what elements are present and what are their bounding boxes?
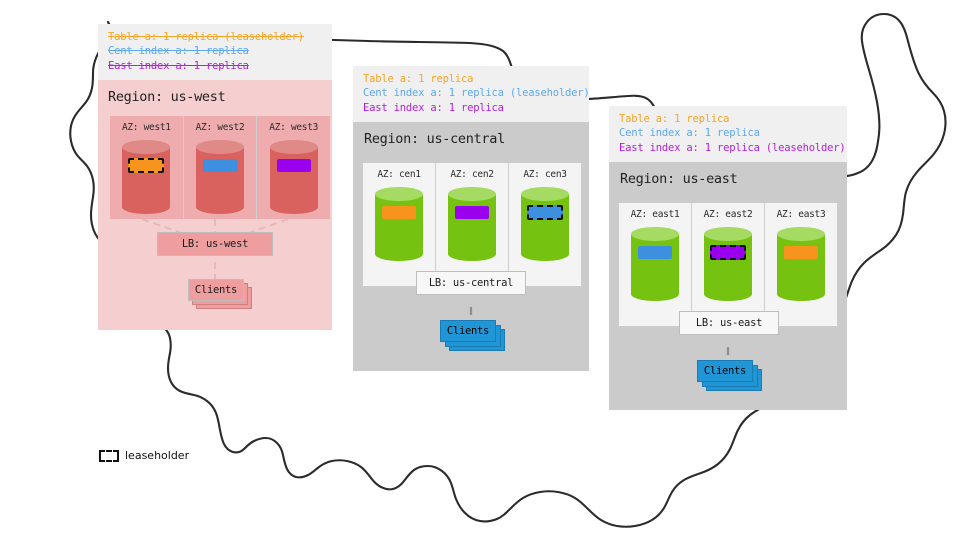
node-cylinder-east1[interactable]	[631, 227, 679, 301]
cylinder-bottom	[448, 247, 496, 261]
legend-line-east-index: East index a: 1 replica	[108, 59, 249, 72]
replica-chip-table-leaseholder[interactable]	[128, 158, 165, 173]
legend-line-east-index: East index a: 1 replica	[363, 101, 504, 114]
node-cylinder-west1[interactable]	[122, 140, 171, 214]
node-cylinder-west3[interactable]	[269, 140, 318, 214]
az-label-east3: AZ: east3	[776, 209, 826, 220]
cylinder-top	[196, 140, 244, 154]
load-balancer-us-west[interactable]: LB: us-west	[157, 232, 273, 256]
replica-chip-cent-index[interactable]	[638, 246, 672, 259]
clients-us-west[interactable]: Clients	[188, 279, 252, 309]
az-label-cen2: AZ: cen2	[450, 169, 494, 180]
az-cell-west3[interactable]: AZ: west3	[256, 116, 330, 219]
cylinder-bottom	[704, 287, 752, 301]
clients-label-us-central[interactable]: Clients	[440, 320, 496, 342]
clients-us-central[interactable]: Clients	[440, 320, 506, 351]
dashed-rect-icon	[99, 449, 119, 462]
legend-line-cent-index: Cent index a: 1 replica	[108, 45, 249, 58]
legend-key-leaseholder: leaseholder	[99, 449, 189, 462]
legend-us-west: Table a: 1 replica (leaseholder) Cent in…	[98, 24, 332, 80]
cylinder-bottom	[521, 247, 569, 261]
legend-line-east-index: East index a: 1 replica (leaseholder)	[619, 141, 846, 154]
az-label-west2: AZ: west2	[195, 122, 245, 133]
az-cell-cen3[interactable]: AZ: cen3	[508, 163, 581, 286]
legend-us-central: Table a: 1 replica Cent index a: 1 repli…	[353, 66, 590, 122]
cylinder-bottom	[375, 247, 423, 261]
legend-line-table: Table a: 1 replica	[619, 113, 730, 125]
cylinder-bottom	[777, 287, 825, 301]
node-cylinder-east2[interactable]	[704, 227, 752, 301]
cylinder-top	[521, 187, 569, 201]
clients-label-us-west[interactable]: Clients	[188, 279, 244, 301]
az-label-west3: AZ: west3	[269, 122, 319, 133]
node-cylinder-cen2[interactable]	[448, 187, 496, 261]
cylinder-top	[777, 227, 825, 241]
az-cell-east2[interactable]: AZ: east2	[691, 203, 764, 326]
legend-line-cent-index: Cent index a: 1 replica (leaseholder)	[363, 87, 590, 100]
az-label-east2: AZ: east2	[703, 209, 753, 220]
az-label-cen1: AZ: cen1	[377, 169, 421, 180]
replica-chip-table[interactable]	[784, 246, 818, 259]
legend-key-label: leaseholder	[125, 449, 190, 462]
replica-chip-cent-index-leaseholder[interactable]	[527, 205, 563, 220]
cylinder-body	[122, 147, 171, 207]
region-title-us-west: Region: us-west	[108, 89, 226, 105]
cylinder-body	[631, 234, 679, 294]
cylinder-top	[448, 187, 496, 201]
az-cell-east3[interactable]: AZ: east3	[764, 203, 837, 326]
cylinder-bottom	[122, 200, 171, 214]
node-cylinder-west2[interactable]	[196, 140, 244, 214]
load-balancer-us-east[interactable]: LB: us-east	[679, 311, 779, 335]
az-label-cen3: AZ: cen3	[523, 169, 567, 180]
node-cylinder-east3[interactable]	[777, 227, 825, 301]
cylinder-bottom	[269, 200, 318, 214]
az-cell-east1[interactable]: AZ: east1	[619, 203, 691, 326]
legend-line-cent-index: Cent index a: 1 replica	[619, 127, 760, 140]
cylinder-body	[196, 147, 244, 207]
cylinder-top	[269, 140, 318, 154]
node-cylinder-cen3[interactable]	[521, 187, 569, 261]
az-group-us-west: AZ: west1 AZ: west2 AZ: west3	[110, 116, 330, 219]
cylinder-body	[704, 234, 752, 294]
az-cell-cen2[interactable]: AZ: cen2	[435, 163, 508, 286]
cylinder-bottom	[631, 287, 679, 301]
az-label-west1: AZ: west1	[121, 122, 171, 133]
load-balancer-us-central[interactable]: LB: us-central	[416, 271, 526, 295]
legend-line-table: Table a: 1 replica (leaseholder)	[108, 31, 304, 43]
az-group-us-central: AZ: cen1 AZ: cen2 AZ: cen3	[363, 163, 581, 286]
cylinder-top	[704, 227, 752, 241]
clients-us-east[interactable]: Clients	[697, 360, 763, 391]
replica-chip-east-index[interactable]	[276, 159, 311, 172]
node-cylinder-cen1[interactable]	[375, 187, 423, 261]
replica-chip-east-index-leaseholder[interactable]	[710, 245, 746, 260]
region-title-us-central: Region: us-central	[364, 131, 505, 147]
az-group-us-east: AZ: east1 AZ: east2 AZ: east3	[619, 203, 837, 326]
cylinder-body	[448, 194, 496, 254]
replica-chip-cent-index[interactable]	[203, 159, 237, 172]
legend-line-table: Table a: 1 replica	[363, 73, 474, 85]
cylinder-body	[375, 194, 423, 254]
clients-label-us-east[interactable]: Clients	[697, 360, 753, 382]
replica-chip-east-index[interactable]	[455, 206, 489, 219]
cylinder-top	[122, 140, 171, 154]
legend-us-east: Table a: 1 replica Cent index a: 1 repli…	[609, 106, 847, 162]
cylinder-top	[375, 187, 423, 201]
cylinder-body	[521, 194, 569, 254]
cylinder-bottom	[196, 200, 244, 214]
az-cell-cen1[interactable]: AZ: cen1	[363, 163, 435, 286]
az-cell-west1[interactable]: AZ: west1	[110, 116, 183, 219]
replica-chip-table[interactable]	[382, 206, 416, 219]
region-title-us-east: Region: us-east	[620, 171, 738, 187]
cylinder-body	[269, 147, 318, 207]
cylinder-top	[631, 227, 679, 241]
az-label-east1: AZ: east1	[630, 209, 680, 220]
cylinder-body	[777, 234, 825, 294]
az-cell-west2[interactable]: AZ: west2	[182, 116, 257, 219]
